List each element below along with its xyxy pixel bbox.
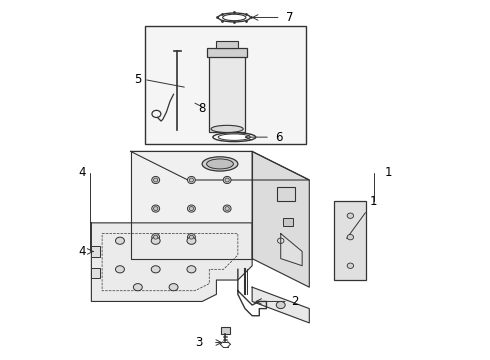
Ellipse shape (188, 205, 196, 212)
Ellipse shape (133, 284, 142, 291)
Ellipse shape (151, 266, 160, 273)
Text: 4: 4 (78, 245, 86, 258)
Ellipse shape (152, 234, 160, 241)
Ellipse shape (225, 178, 229, 182)
Text: 7: 7 (286, 11, 294, 24)
Ellipse shape (211, 125, 243, 132)
Bar (207, 48, 247, 57)
Ellipse shape (223, 205, 231, 212)
Ellipse shape (222, 14, 246, 21)
Ellipse shape (187, 266, 196, 273)
Ellipse shape (188, 234, 196, 241)
Ellipse shape (153, 235, 158, 239)
Ellipse shape (188, 176, 196, 184)
Bar (92, 246, 100, 257)
Polygon shape (281, 234, 302, 266)
Ellipse shape (152, 205, 160, 212)
Ellipse shape (347, 263, 354, 269)
Text: 4: 4 (78, 166, 86, 179)
Ellipse shape (187, 237, 196, 244)
Text: 8: 8 (198, 102, 206, 115)
Bar (334, 202, 367, 280)
Polygon shape (131, 152, 252, 258)
Ellipse shape (116, 237, 124, 244)
Ellipse shape (151, 237, 160, 244)
Text: 2: 2 (292, 295, 299, 308)
Ellipse shape (189, 178, 194, 182)
Polygon shape (92, 223, 252, 301)
Ellipse shape (202, 157, 238, 171)
Polygon shape (131, 152, 309, 180)
Text: 6: 6 (275, 131, 283, 144)
Ellipse shape (152, 176, 160, 184)
Ellipse shape (223, 176, 231, 184)
Ellipse shape (169, 284, 178, 291)
Ellipse shape (116, 266, 124, 273)
Bar (283, 217, 293, 226)
Text: 1: 1 (384, 166, 392, 179)
Ellipse shape (189, 235, 194, 239)
Ellipse shape (207, 159, 233, 169)
Text: 5: 5 (134, 73, 142, 86)
Bar (221, 327, 230, 334)
Ellipse shape (218, 134, 250, 140)
Bar (209, 53, 245, 132)
Polygon shape (252, 152, 309, 287)
Ellipse shape (189, 207, 194, 211)
Ellipse shape (276, 301, 285, 309)
Bar (277, 187, 295, 202)
Ellipse shape (153, 178, 158, 182)
Bar (217, 41, 238, 48)
Text: 3: 3 (195, 336, 202, 349)
Ellipse shape (347, 234, 354, 240)
Ellipse shape (153, 207, 158, 211)
Text: 1: 1 (346, 195, 377, 238)
Bar (145, 26, 306, 144)
Bar (92, 267, 100, 278)
Polygon shape (252, 287, 309, 323)
Ellipse shape (225, 207, 229, 211)
Ellipse shape (347, 213, 354, 219)
